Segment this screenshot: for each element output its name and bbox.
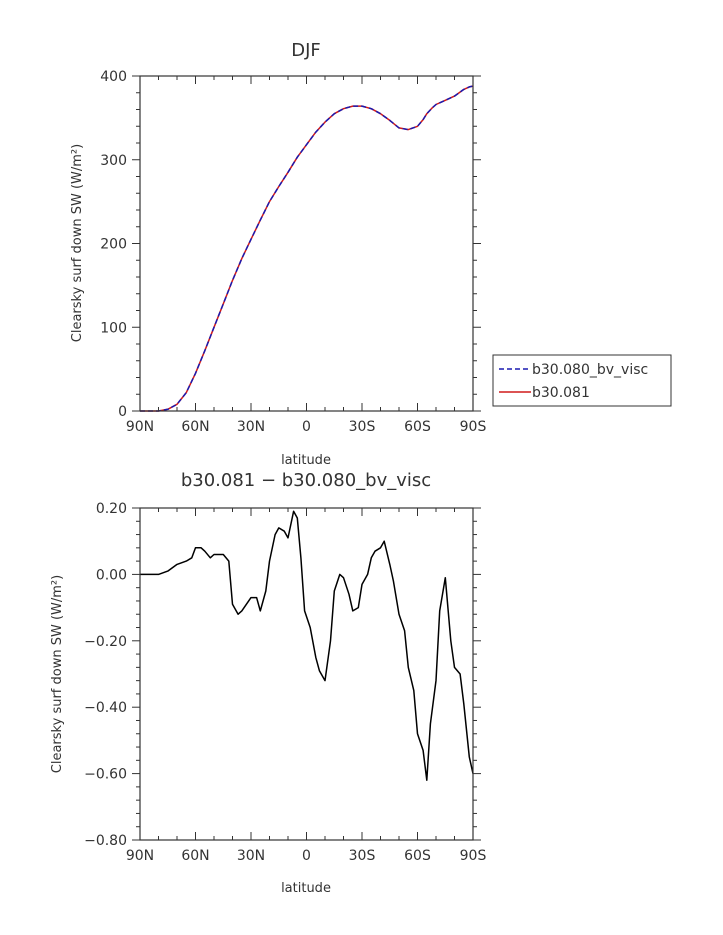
top-x-tick-label: 60N: [181, 419, 209, 435]
bottom-y-tick-label: 0.20: [96, 501, 127, 517]
top-y-tick-label: 200: [100, 237, 127, 253]
top-series-line-2: [140, 85, 474, 412]
top-x-tick-label: 30S: [349, 419, 376, 435]
top-y-tick-label: 400: [100, 69, 127, 85]
top-x-tick-label: 60S: [404, 419, 431, 435]
top-y-tick-label: 100: [100, 320, 127, 336]
bottom-y-tick-label: −0.20: [84, 634, 127, 650]
bottom-series-line-1: [140, 510, 474, 781]
bottom-plot-frame: [139, 507, 474, 841]
bottom-x-tick-label: 0: [302, 848, 311, 864]
bottom-y-tick-label: −0.40: [84, 700, 127, 716]
bottom-y-tick-label: −0.80: [84, 833, 127, 849]
bottom-y-axis-label: Clearsky surf down SW (W/m²): [50, 575, 65, 773]
legend: b30.080_bv_visc b30.081: [492, 354, 672, 407]
top-x-tick-label: 90N: [126, 419, 154, 435]
bottom-panel: b30.081 − b30.080_bv_visc 90N 60N 30N 0 30S 6…: [50, 470, 486, 896]
top-y-tick-label: 300: [100, 153, 127, 169]
top-y-tick-label: 0: [118, 404, 127, 420]
top-plot-frame: [139, 75, 474, 412]
bottom-chart-title: b30.081 − b30.080_bv_visc: [181, 470, 431, 491]
top-series-line-1: [140, 85, 474, 412]
top-x-tick-label: 0: [302, 419, 311, 435]
bottom-x-tick-label: 90N: [126, 848, 154, 864]
top-x-tick-label: 30N: [237, 419, 265, 435]
bottom-x-tick-label: 90S: [460, 848, 487, 864]
bottom-y-tick-label: −0.60: [84, 767, 127, 783]
bottom-x-tick-label: 60N: [181, 848, 209, 864]
top-chart-title: DJF: [291, 40, 321, 61]
bottom-x-tick-label: 30N: [237, 848, 265, 864]
bottom-x-tick-label: 30S: [349, 848, 376, 864]
top-y-axis-label: Clearsky surf down SW (W/m²): [70, 144, 85, 342]
bottom-x-axis-label: latitude: [281, 881, 331, 896]
legend-label-series-1: b30.080_bv_visc: [532, 362, 648, 378]
top-panel: DJF 90N 60N 30N 0 30S 60S 90S 0 100 200 300 400 lat…: [70, 40, 672, 468]
bottom-x-tick-label: 60S: [404, 848, 431, 864]
top-x-axis-label: latitude: [281, 453, 331, 468]
legend-box: [492, 354, 672, 407]
legend-label-series-2: b30.081: [532, 385, 590, 401]
top-x-tick-label: 90S: [460, 419, 487, 435]
bottom-y-tick-label: 0.00: [96, 567, 127, 583]
